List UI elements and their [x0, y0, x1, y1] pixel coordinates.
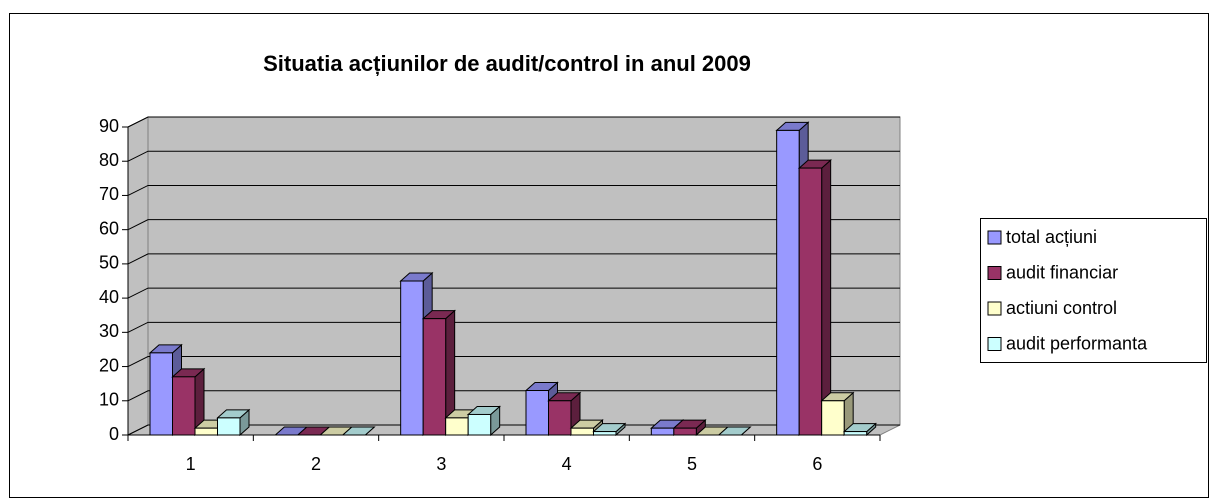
y-tick-label: 40 [99, 287, 119, 307]
grid-line [127, 219, 900, 231]
bar [149, 352, 173, 436]
bar [650, 427, 675, 436]
y-tick-label: 60 [99, 218, 119, 238]
grid-line [127, 356, 900, 368]
x-tick-label: 5 [687, 454, 697, 474]
grid-line [127, 321, 900, 333]
chart-title: Situatia acțiunilor de audit/control in … [263, 51, 751, 76]
bar [776, 129, 800, 436]
x-tick-label: 3 [436, 454, 446, 474]
grid-line [127, 287, 900, 299]
x-tick-label: 1 [186, 454, 196, 474]
legend-swatch [987, 301, 1002, 316]
grid-line [127, 184, 900, 196]
y-tick-label: 50 [99, 253, 119, 273]
y-tick-label: 10 [99, 390, 119, 410]
x-tick-label: 4 [562, 454, 572, 474]
bar [217, 417, 241, 436]
bar [400, 280, 424, 436]
legend-swatch [987, 230, 1002, 245]
bar [673, 427, 697, 436]
bar [172, 376, 196, 436]
y-tick-label: 70 [99, 184, 119, 204]
grid-line [127, 253, 900, 265]
legend-label: audit financiar [1006, 262, 1118, 282]
y-tick-label: 80 [99, 150, 119, 170]
grid-line [127, 150, 900, 162]
bar-top [341, 426, 376, 436]
bar-top [717, 426, 752, 436]
side-wall [127, 116, 149, 436]
x-tick-label: 2 [311, 454, 321, 474]
y-tick-label: 30 [99, 321, 119, 341]
legend-box [980, 218, 1207, 363]
legend-swatch [987, 266, 1002, 280]
grid-line [127, 390, 900, 402]
x-tick-label: 6 [812, 454, 822, 474]
bar [548, 400, 572, 436]
legend-label: actiuni control [1006, 298, 1117, 318]
legend-label: audit performanta [1006, 333, 1148, 353]
legend-label: total acțiuni [1006, 227, 1097, 247]
y-tick-label: 0 [109, 424, 119, 444]
bar [194, 427, 218, 436]
legend-swatch [987, 337, 1002, 351]
bar [467, 413, 492, 436]
bar [422, 318, 447, 436]
y-tick-label: 20 [99, 355, 119, 375]
y-tick-label: 90 [99, 116, 119, 136]
bar [843, 431, 868, 436]
bar [525, 390, 549, 436]
bar [445, 417, 469, 436]
grid-line [127, 424, 900, 436]
bar [570, 427, 594, 436]
grid-line [127, 116, 900, 128]
bar [821, 400, 845, 436]
bar [593, 431, 617, 436]
bar [798, 167, 823, 436]
